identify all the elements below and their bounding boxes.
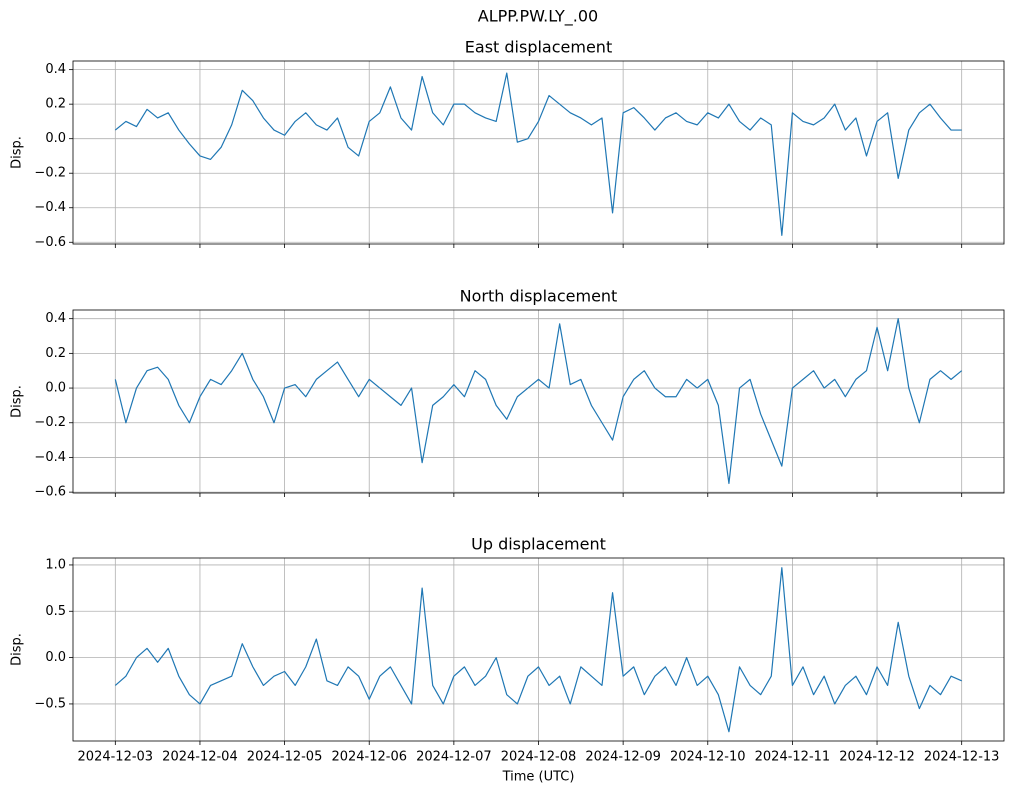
figure-title: ALPP.PW.LY_.00	[478, 7, 598, 27]
x-tick-label: 2024-12-08	[501, 750, 577, 765]
x-tick-label: 2024-12-04	[162, 750, 238, 765]
y-tick-label: 0.2	[45, 97, 66, 112]
data-line	[114, 318, 963, 485]
x-tick-label: 2024-12-07	[416, 750, 492, 765]
y-tick-label: −0.4	[34, 200, 66, 215]
y-tick-label: 1.0	[45, 557, 66, 572]
subplot-title: East displacement	[465, 38, 612, 57]
subplot: 2024-12-03 2024-12-04 2024-12-05 2024-12-06…	[10, 535, 1005, 785]
plot-area	[114, 567, 962, 733]
subplot: −0.6 −0.4 −0.2 0.0 0.2 0.4 North displacement D…	[10, 287, 1005, 500]
x-axis-label: Time (UTC)	[502, 770, 575, 785]
y-tick-label: −0.5	[34, 696, 66, 711]
data-line	[114, 72, 962, 236]
x-tick-label: 2024-12-10	[670, 750, 746, 765]
y-tick-label: −0.6	[34, 485, 66, 500]
subplot-title: North displacement	[460, 287, 618, 306]
subplot: −0.6 −0.4 −0.2 0.0 0.2 0.4 East displacement Di…	[10, 38, 1005, 250]
x-tick-label: 2024-12-05	[247, 750, 323, 765]
y-tick-label: 0.4	[45, 311, 66, 326]
x-tick-label: 2024-12-03	[78, 750, 154, 765]
y-tick-label: −0.2	[34, 166, 66, 181]
subplot-title: Up displacement	[471, 535, 606, 554]
y-tick-label: 0.2	[45, 346, 66, 361]
plot-area	[114, 318, 963, 485]
x-tick-label: 2024-12-11	[755, 750, 831, 765]
y-tick-label: 0.5	[45, 604, 66, 619]
y-axis-label: Disp.	[10, 385, 25, 418]
x-tick-label: 2024-12-06	[331, 750, 407, 765]
x-tick-label: 2024-12-13	[924, 750, 1000, 765]
y-tick-label: 0.0	[45, 131, 66, 146]
y-tick-label: 0.0	[45, 650, 66, 665]
x-tick-label: 2024-12-12	[839, 750, 915, 765]
y-tick-label: 0.0	[45, 381, 66, 396]
y-tick-label: −0.2	[34, 415, 66, 430]
data-line	[114, 567, 962, 733]
y-tick-label: −0.4	[34, 450, 66, 465]
y-axis-label: Disp.	[10, 633, 25, 666]
y-tick-label: 0.4	[45, 62, 66, 77]
x-tick-label: 2024-12-09	[585, 750, 661, 765]
plot-area	[114, 72, 962, 236]
y-axis-label: Disp.	[10, 136, 25, 169]
y-tick-label: −0.6	[34, 235, 66, 250]
